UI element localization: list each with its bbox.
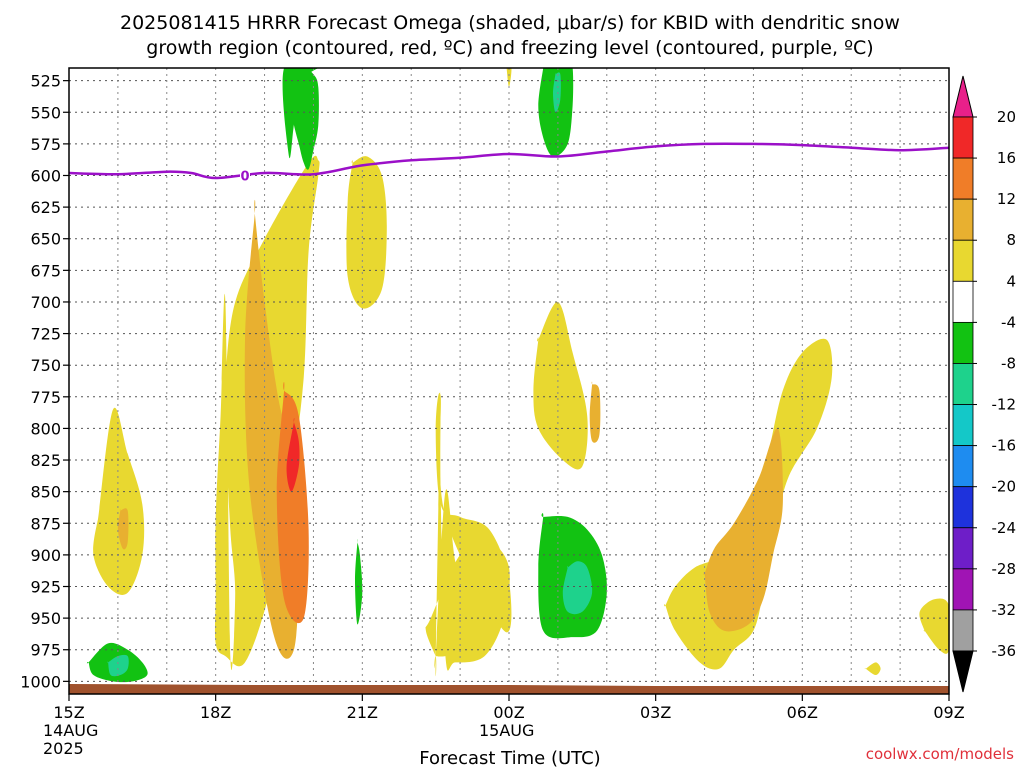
- y-tick-label-19: 1000: [20, 672, 61, 691]
- colorbar-label-11: -28: [992, 560, 1017, 578]
- colorbar-bin-0: [952, 116, 974, 159]
- colorbar-bottom-arrow: [952, 650, 974, 693]
- y-tick-label-14: 875: [30, 514, 61, 533]
- omega-region-2: [276, 381, 309, 624]
- colorbar-label-10: -24: [992, 519, 1017, 537]
- omega-region-3: [286, 417, 300, 492]
- omega-region-4: [93, 407, 145, 595]
- y-tick-label-18: 975: [30, 641, 61, 660]
- colorbar-label-6: -8: [1001, 354, 1016, 372]
- colorbar-label-4: 4: [1006, 272, 1016, 290]
- y-tick-label-7: 700: [30, 293, 61, 312]
- colorbar-label-12: -32: [992, 601, 1017, 619]
- omega-region-9: [435, 392, 512, 633]
- y-tick-label-15: 900: [30, 546, 61, 565]
- freezing-level-layer: 0: [69, 142, 949, 184]
- colorbar-bin-9: [952, 486, 974, 529]
- omega-region-14: [919, 598, 949, 654]
- y-tick-label-6: 675: [30, 261, 61, 280]
- colorbar-bin-3: [952, 239, 974, 282]
- x-tick-sublabel-3-0: 15AUG: [479, 721, 534, 740]
- omega-region-23: [562, 561, 593, 615]
- x-tick-label-3: 00Z: [493, 703, 524, 722]
- x-axis-label: Forecast Time (UTC): [419, 748, 600, 768]
- terrain-layer: [69, 684, 949, 694]
- credit-text: coolwx.com/models: [866, 745, 1014, 763]
- colorbar-label-3: 8: [1006, 231, 1016, 249]
- omega-region-25: [107, 654, 129, 677]
- omega-region-6: [346, 156, 387, 309]
- freezing-level-line: [69, 142, 949, 180]
- omega-region-19: [355, 538, 363, 625]
- colorbar-bin-2: [952, 198, 974, 241]
- pressure-axis: 525 550 575 600 625 650 675 700 725 750 775 800 825 8…: [20, 72, 69, 691]
- omega-region-16: [506, 68, 512, 87]
- colorbar-bin-7: [952, 404, 974, 447]
- colorbar-label-2: 12: [997, 190, 1016, 208]
- y-tick-label-12: 825: [30, 451, 61, 470]
- colorbar-legend: 20 16 12 8 4 -4 -8 -12 -16 -20 -24 -28 -32 -36: [952, 75, 1017, 693]
- y-tick-label-4: 625: [30, 198, 61, 217]
- grid-lines: [69, 68, 949, 694]
- y-tick-label-1: 550: [30, 103, 61, 122]
- freezing-level-label: 0: [240, 169, 249, 184]
- freezing-level-label-bg: [240, 168, 250, 183]
- colorbar-bin-1: [952, 157, 974, 200]
- x-tick-label-0: 15Z: [53, 703, 84, 722]
- x-tick-sublabel-0-0: 14AUG: [43, 721, 98, 740]
- colorbar-bin-11: [952, 568, 974, 611]
- colorbar-bin-8: [952, 445, 974, 488]
- y-tick-label-3: 600: [30, 166, 61, 185]
- colorbar-label-1: 16: [997, 149, 1016, 167]
- colorbar-label-5: -4: [1001, 313, 1016, 331]
- y-tick-label-5: 650: [30, 230, 61, 249]
- y-tick-label-13: 850: [30, 483, 61, 502]
- colorbar-label-7: -12: [992, 396, 1017, 414]
- x-tick-sublabel-0-1: 2025: [43, 739, 84, 758]
- y-tick-label-0: 525: [30, 72, 61, 91]
- terrain-band: [69, 684, 949, 694]
- colorbar-label-13: -36: [992, 642, 1017, 660]
- x-tick-label-4: 03Z: [640, 703, 671, 722]
- colorbar-label-0: 20: [997, 108, 1016, 126]
- y-tick-label-9: 750: [30, 356, 61, 375]
- y-tick-label-2: 575: [30, 135, 61, 154]
- colorbar-bin-5: [952, 321, 974, 364]
- chart-title-line-2: growth region (contoured, red, ºC) and f…: [146, 37, 873, 59]
- x-tick-label-1: 18Z: [200, 703, 231, 722]
- x-tick-label-5: 06Z: [787, 703, 818, 722]
- colorbar-bin-4: [952, 280, 974, 323]
- x-tick-label-6: 09Z: [933, 703, 964, 722]
- colorbar-label-9: -20: [992, 478, 1017, 496]
- y-tick-label-17: 950: [30, 609, 61, 628]
- omega-shaded-regions: [86, 68, 949, 683]
- colorbar-bin-12: [952, 609, 974, 652]
- y-tick-label-16: 925: [30, 578, 61, 597]
- omega-region-21: [553, 72, 561, 113]
- colorbar-top-arrow: [952, 75, 974, 118]
- chart-title-line-1: 2025081415 HRRR Forecast Omega (shaded, …: [120, 12, 900, 34]
- colorbar-bin-10: [952, 527, 974, 570]
- colorbar-label-8: -16: [992, 437, 1017, 455]
- omega-region-15: [864, 662, 881, 675]
- y-tick-label-10: 775: [30, 388, 61, 407]
- omega-region-13: [703, 428, 783, 632]
- omega-region-5: [117, 508, 129, 550]
- colorbar-bin-6: [952, 363, 974, 405]
- omega-region-10: [533, 301, 588, 470]
- x-tick-label-2: 21Z: [347, 703, 378, 722]
- y-tick-label-8: 725: [30, 325, 61, 344]
- y-tick-label-11: 800: [30, 419, 61, 438]
